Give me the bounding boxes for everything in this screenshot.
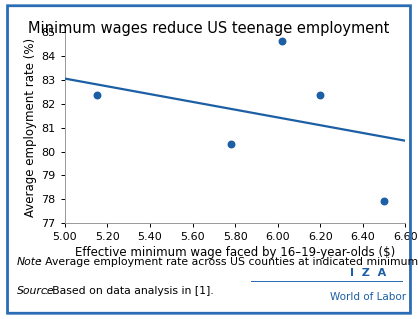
Y-axis label: Average employment rate (%): Average employment rate (%) bbox=[24, 38, 37, 217]
Text: : Average employment rate across US counties at indicated minimum wage.: : Average employment rate across US coun… bbox=[38, 257, 418, 267]
Point bbox=[93, 93, 100, 98]
Text: Note: Note bbox=[17, 257, 43, 267]
Text: : Based on data analysis in [1].: : Based on data analysis in [1]. bbox=[45, 286, 214, 295]
Point bbox=[227, 142, 234, 147]
Point bbox=[317, 93, 324, 98]
Point bbox=[381, 198, 387, 203]
Text: World of Labor: World of Labor bbox=[330, 292, 406, 302]
Text: Source: Source bbox=[17, 286, 54, 295]
Text: Minimum wages reduce US teenage employment: Minimum wages reduce US teenage employme… bbox=[28, 21, 390, 36]
X-axis label: Effective minimum wage faced by 16–19-year-olds ($): Effective minimum wage faced by 16–19-ye… bbox=[75, 247, 395, 259]
Point bbox=[279, 39, 285, 44]
Text: I  Z  A: I Z A bbox=[350, 268, 386, 278]
